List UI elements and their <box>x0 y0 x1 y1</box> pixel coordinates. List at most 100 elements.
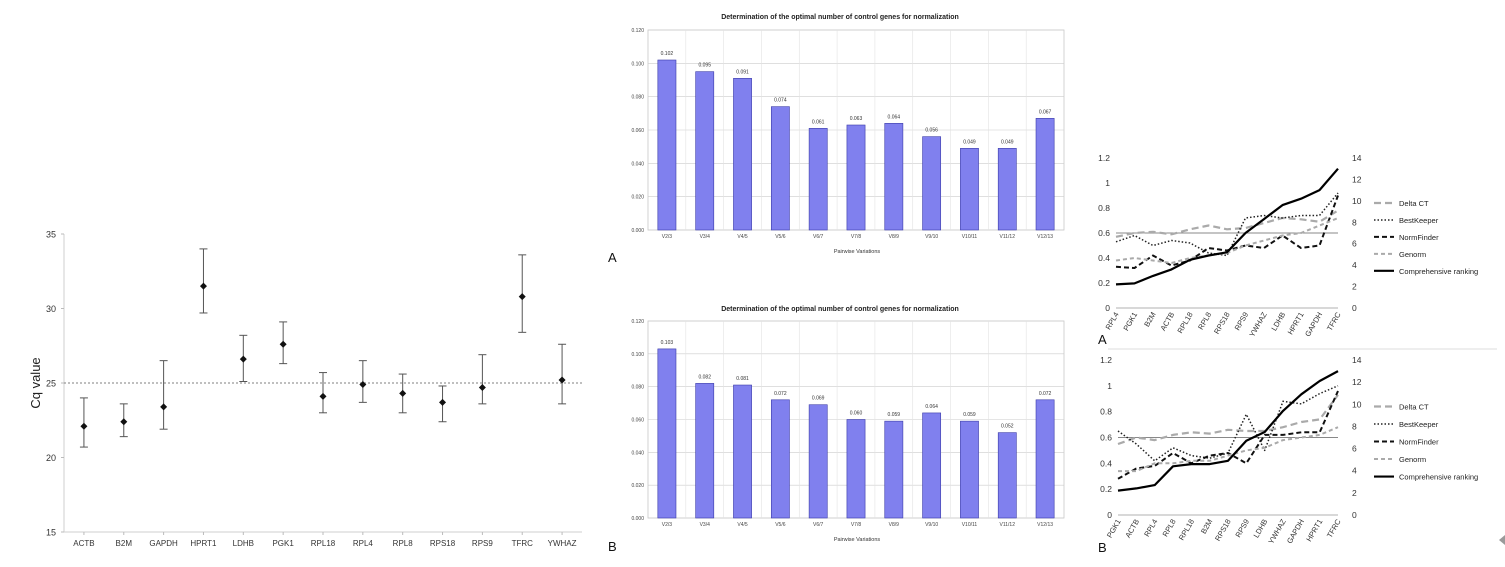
line-a-y-tick-label: 1 <box>1105 178 1110 188</box>
bar-a-data-label: 0.049 <box>1001 139 1014 145</box>
bar-b-x-tick-label: V6/7 <box>813 522 824 528</box>
line-a-y2-tick-label: 2 <box>1352 282 1357 292</box>
line-a-y2-tick-label: 6 <box>1352 239 1357 249</box>
page-edge-marker-icon <box>1499 535 1505 545</box>
cq-mean-point <box>319 392 327 400</box>
cq-mean-point <box>80 422 88 430</box>
line-a-series-comprehensive-ranking <box>1115 167 1339 286</box>
bar-chart-b-xlabel: Pairwise Variations <box>834 537 881 543</box>
cq-x-tick-label: GAPDH <box>149 539 178 548</box>
bar-a-x-tick-label: V12/13 <box>1037 234 1053 240</box>
cq-x-tick-label: HPRT1 <box>190 539 217 548</box>
bar-a-data-label: 0.056 <box>925 128 938 134</box>
bar-b-x-tick-label: V2/3 <box>662 522 673 528</box>
line-a-legend-label: Delta CT <box>1399 199 1429 208</box>
line-b-y-tick-label: 1 <box>1107 381 1112 391</box>
bar-b-y-tick-label: 0.120 <box>631 319 644 325</box>
line-b-legend-label: BestKeeper <box>1399 420 1439 429</box>
bar-chart-a-title: Determination of the optimal number of c… <box>721 14 959 21</box>
bar-b-bar <box>846 419 866 519</box>
panel-label-line-b: B <box>1098 540 1107 555</box>
line-b-y2-tick-label: 2 <box>1352 488 1357 498</box>
bar-b-y-tick-label: 0.060 <box>631 418 644 424</box>
bar-a-y-tick-label: 0.100 <box>631 61 644 67</box>
cq-x-tick-label: RPL8 <box>393 539 414 548</box>
bar-b-bar <box>922 412 942 519</box>
bar-chart-a-xlabel: Pairwise Variations <box>834 249 881 255</box>
line-b-y-tick-label: 0.8 <box>1100 407 1112 417</box>
bar-a-data-label: 0.049 <box>963 139 976 145</box>
line-b-y-tick-label: 1.2 <box>1100 355 1112 365</box>
bar-b-y-tick-label: 0.020 <box>631 483 644 489</box>
bar-b-x-tick-label: V4/5 <box>737 522 748 528</box>
bar-b-data-label: 0.072 <box>1039 391 1052 397</box>
cq-mean-point <box>359 380 367 388</box>
bar-a-x-tick-label: V3/4 <box>700 234 711 240</box>
cq-x-tick-label: RPL18 <box>311 539 336 548</box>
bar-a-bar <box>960 148 979 231</box>
bar-a-x-tick-label: V2/3 <box>662 234 673 240</box>
bar-a-x-tick-label: V8/9 <box>889 234 900 240</box>
bar-a-x-tick-label: V9/10 <box>925 234 938 240</box>
cq-x-tick-label: B2M <box>116 539 133 548</box>
bar-chart-b: Determination of the optimal number of c… <box>608 306 1065 554</box>
bar-b-bar <box>960 420 979 519</box>
bar-a-y-tick-label: 0.020 <box>631 195 644 201</box>
cq-mean-point <box>120 418 128 426</box>
bar-a-x-tick-label: V6/7 <box>813 234 824 240</box>
line-b-y-tick-label: 0 <box>1107 510 1112 520</box>
bar-b-x-tick-label: V3/4 <box>700 522 711 528</box>
line-a-series-delta-ct <box>1115 209 1339 238</box>
bar-a-data-label: 0.091 <box>736 69 749 75</box>
bar-b-data-label: 0.069 <box>812 396 825 402</box>
line-b-y2-tick-label: 14 <box>1352 355 1362 365</box>
line-a-y2-tick-label: 4 <box>1352 260 1357 270</box>
cq-x-tick-label: RPL4 <box>353 539 374 548</box>
line-a-y-tick-label: 0.4 <box>1098 253 1110 263</box>
bar-b-data-label: 0.064 <box>925 404 938 410</box>
line-a-y-tick-label: 0.8 <box>1098 203 1110 213</box>
bar-b-bar <box>695 383 715 519</box>
cq-x-tick-label: PGK1 <box>272 539 294 548</box>
line-b-series-comprehensive-ranking <box>1117 370 1339 492</box>
cq-mean-point <box>279 340 287 348</box>
bar-b-bar <box>733 384 752 519</box>
bar-b-x-tick-label: V12/13 <box>1037 522 1053 528</box>
cq-x-tick-label: YWHAZ <box>548 539 577 548</box>
bar-a-data-label: 0.064 <box>888 114 901 120</box>
line-a-legend-label: BestKeeper <box>1399 216 1439 225</box>
line-a-y2-tick-label: 12 <box>1352 174 1362 184</box>
bar-a-data-label: 0.063 <box>850 116 863 122</box>
bar-b-bar <box>997 432 1017 519</box>
bar-a-data-label: 0.102 <box>661 51 674 57</box>
cq-mean-point <box>558 376 566 384</box>
bar-a-data-label: 0.067 <box>1039 109 1052 115</box>
line-a-series-normfinder <box>1115 195 1339 269</box>
bar-b-y-tick-label: 0.040 <box>631 450 644 456</box>
line-a-legend-label: Genorm <box>1399 250 1426 259</box>
bar-b-y-tick-label: 0.100 <box>631 352 644 358</box>
cq-x-tick-label: RPS18 <box>430 539 456 548</box>
line-a-y2-tick-label: 0 <box>1352 303 1357 313</box>
bar-a-data-label: 0.061 <box>812 119 825 125</box>
line-a-y-tick-label: 0.6 <box>1098 228 1110 238</box>
line-b-y-tick-label: 0.4 <box>1100 458 1112 468</box>
bar-a-data-label: 0.074 <box>774 98 787 104</box>
cq-y-axis-label: Cq value <box>28 357 43 408</box>
line-b-legend-label: Genorm <box>1399 455 1426 464</box>
bar-a-x-tick-label: V4/5 <box>737 234 748 240</box>
bar-b-data-label: 0.059 <box>963 412 976 418</box>
cq-mean-point <box>439 398 447 406</box>
bar-b-x-tick-label: V5/6 <box>775 522 786 528</box>
bar-b-bar <box>808 404 828 519</box>
bar-b-data-label: 0.072 <box>774 391 787 397</box>
bar-b-x-tick-label: V10/11 <box>962 522 978 528</box>
cq-mean-point <box>478 383 486 391</box>
bar-a-y-tick-label: 0.060 <box>631 128 644 134</box>
bar-a-x-tick-label: V5/6 <box>775 234 786 240</box>
bar-b-data-label: 0.059 <box>888 412 901 418</box>
cq-x-tick-label: RPS9 <box>472 539 493 548</box>
cq-x-tick-label: ACTB <box>73 539 94 548</box>
bar-a-bar <box>884 123 904 231</box>
